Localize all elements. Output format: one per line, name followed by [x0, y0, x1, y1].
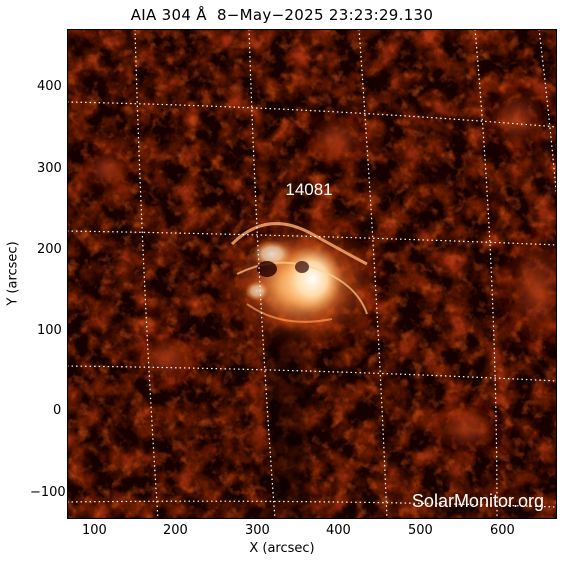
- y-tick-label: 100: [37, 323, 62, 338]
- y-tick-label: 200: [37, 242, 62, 257]
- watermark: SolarMonitor.org: [412, 491, 544, 511]
- solar-image: 14081 SolarMonitor.org: [67, 29, 557, 519]
- active-region: [217, 214, 387, 354]
- y-tick-label: −100: [30, 485, 66, 500]
- y-tick-label: 400: [37, 79, 62, 94]
- x-tick-label: 100: [82, 523, 107, 538]
- image-title: AIA 304 Å 8−May−2025 23:23:29.130: [130, 6, 434, 24]
- x-tick-label: 600: [490, 523, 515, 538]
- x-axis-label: X (arcsec): [249, 541, 315, 556]
- longitude-gridline: [358, 29, 388, 519]
- longitude-gridline: [248, 29, 276, 519]
- x-tick-label: 300: [245, 523, 270, 538]
- longitude-gridline: [474, 29, 498, 519]
- heliographic-grid: [67, 29, 557, 519]
- region-label: 14081: [285, 180, 332, 199]
- x-tick-label: 400: [326, 523, 351, 538]
- x-tick-label: 500: [408, 523, 433, 538]
- latitude-gridline: [67, 101, 557, 128]
- longitude-gridline: [134, 29, 159, 519]
- y-tick-label: 300: [37, 161, 62, 176]
- latitude-gridline: [67, 500, 557, 508]
- y-tick-label: 0: [53, 403, 62, 418]
- y-axis-label: Y (arcsec): [5, 241, 21, 306]
- solar-disk-image: 14081 SolarMonitor.org: [67, 29, 557, 519]
- x-tick-label: 200: [163, 523, 188, 538]
- latitude-gridline: [67, 365, 557, 382]
- latitude-gridline: [67, 230, 557, 246]
- plage-patches: [77, 79, 557, 459]
